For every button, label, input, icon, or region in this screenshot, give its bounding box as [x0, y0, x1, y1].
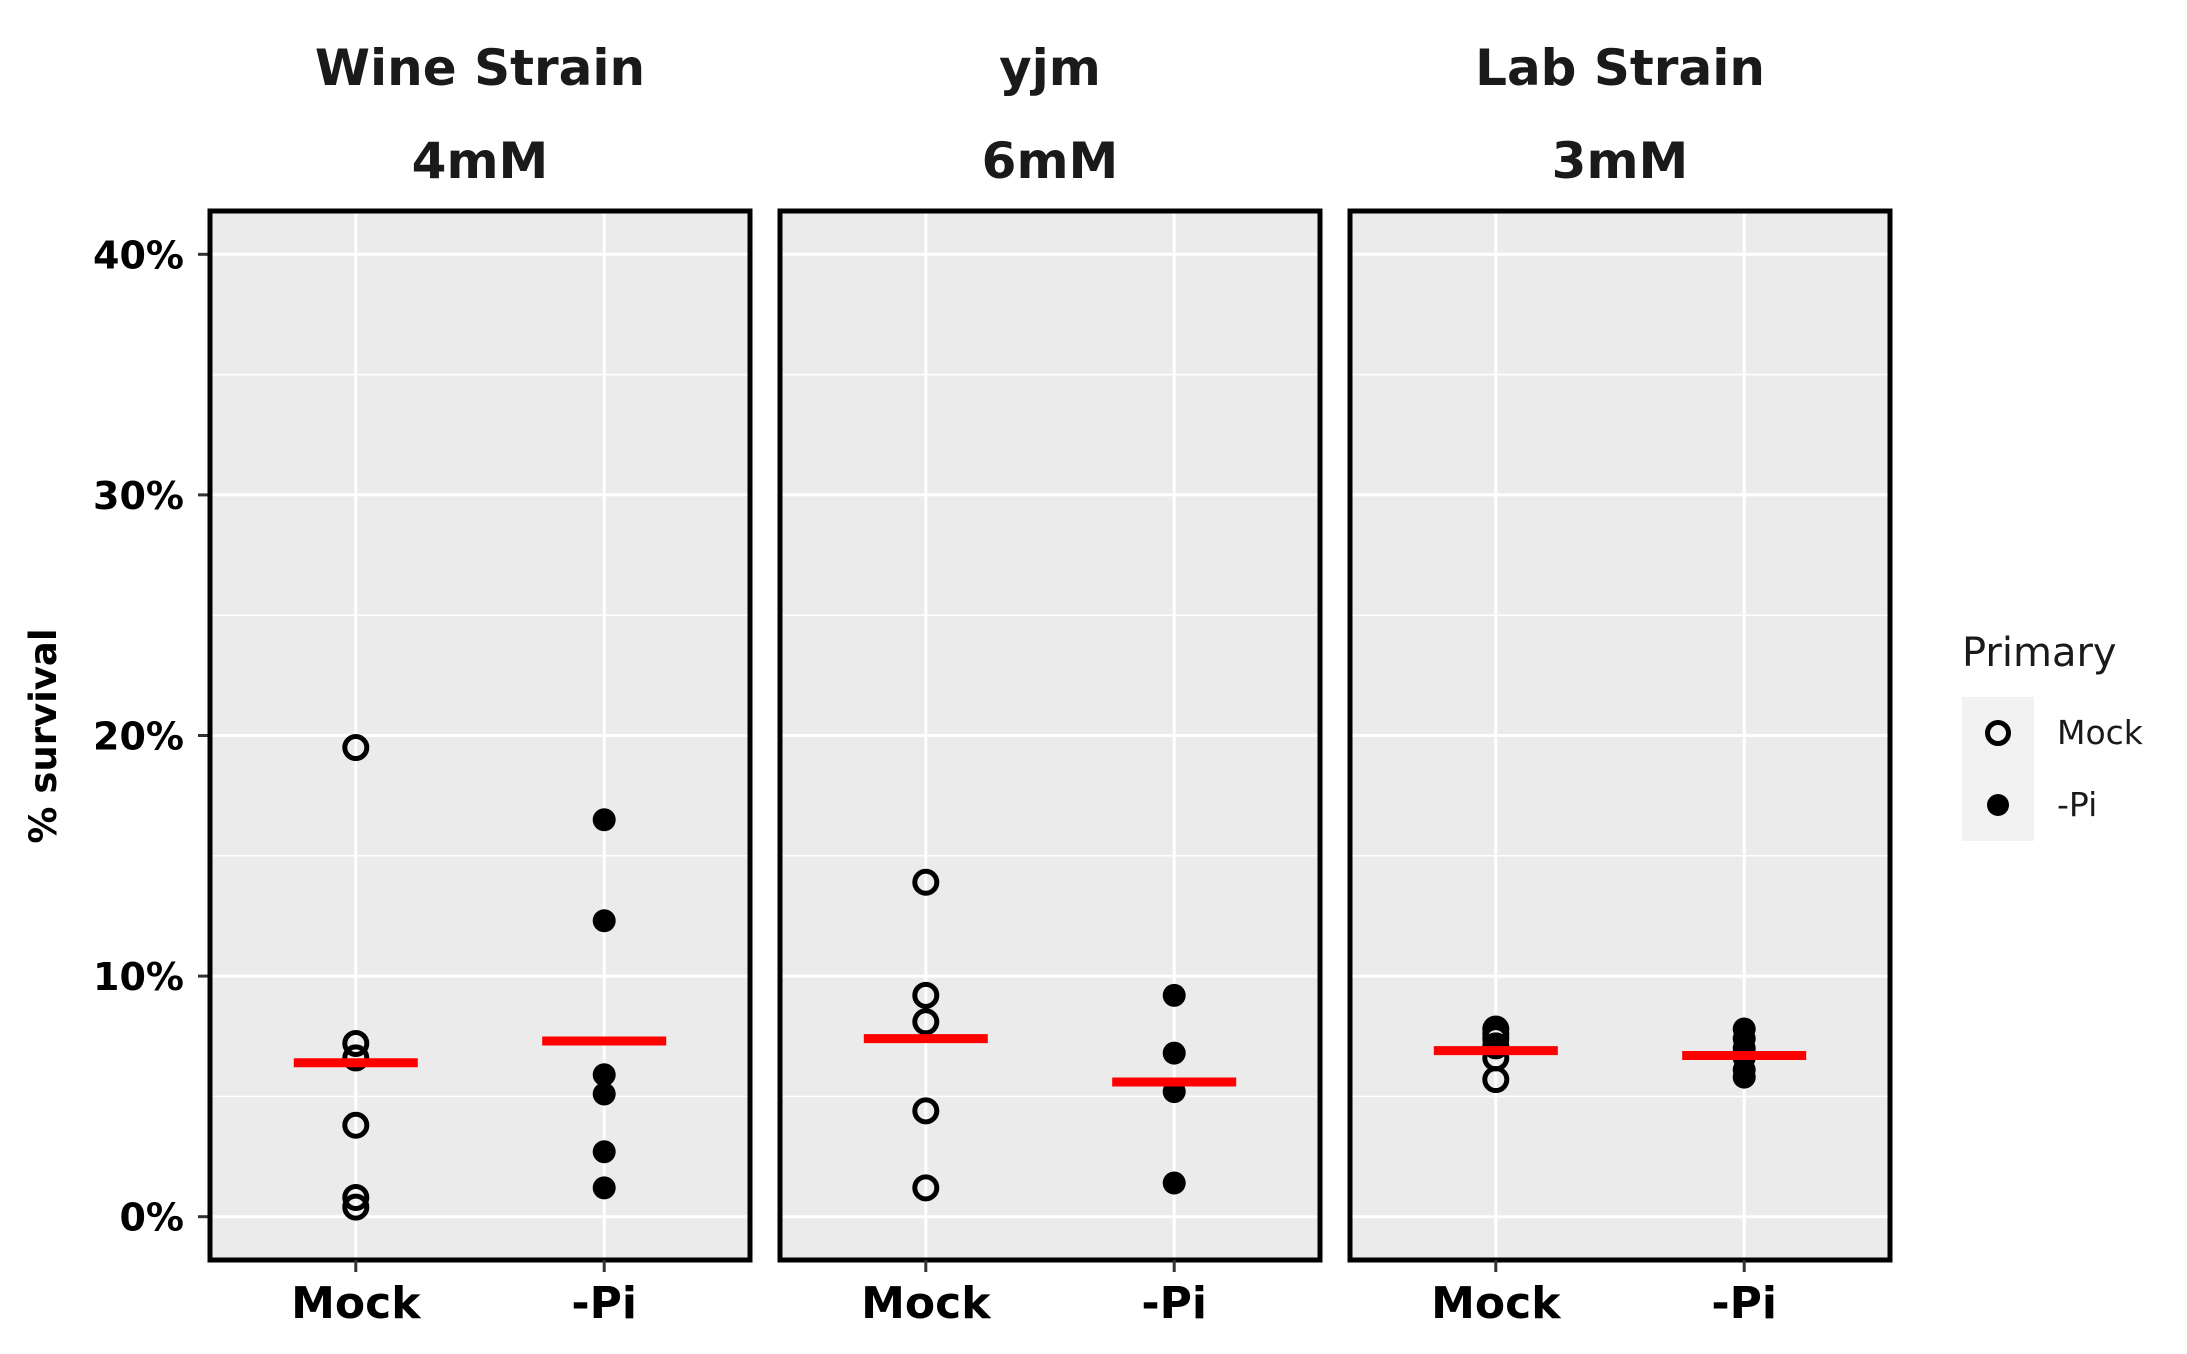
legend-mock-marker: [1985, 720, 2011, 746]
data-point-pi: [592, 1082, 616, 1106]
panel-strip-title: Wine Strain: [315, 39, 645, 97]
y-tick-label: 40%: [93, 233, 184, 277]
data-point-mock: [342, 1193, 370, 1221]
panel-strip-concentration: 6mM: [982, 132, 1119, 190]
data-point-mock: [342, 1029, 370, 1057]
panel-border: [777, 208, 1323, 1263]
y-tick-label: 20%: [93, 715, 184, 759]
data-point-mock: [1482, 1032, 1510, 1060]
x-tick-label: Mock: [291, 1278, 422, 1329]
x-tick-label: Mock: [861, 1278, 992, 1329]
data-point-pi: [1732, 1065, 1756, 1089]
panel-strip-title: Lab Strain: [1475, 39, 1765, 97]
data-point-pi: [1162, 1171, 1186, 1195]
x-tick-label: Mock: [1431, 1278, 1562, 1329]
legend-entry-label: -Pi: [2057, 785, 2097, 824]
data-point-mock: [912, 1097, 940, 1125]
panel-strip-concentration: 3mM: [1552, 132, 1689, 190]
data-point-mock: [342, 734, 370, 762]
panel-strip-concentration: 4mM: [412, 132, 549, 190]
data-point-pi: [1162, 983, 1186, 1007]
y-tick-label: 30%: [93, 474, 184, 518]
data-point-mock: [912, 1008, 940, 1036]
legend-pi-marker: [1987, 794, 2009, 816]
y-axis-label: % survival: [22, 628, 65, 843]
data-point-pi: [1162, 1041, 1186, 1065]
data-point-pi: [592, 808, 616, 832]
y-tick-label: 10%: [93, 955, 184, 999]
data-point-mock: [342, 1111, 370, 1139]
y-tick-label: 0%: [119, 1196, 184, 1240]
data-point-pi: [592, 909, 616, 933]
legend-title: Primary: [1962, 630, 2117, 676]
data-point-mock: [912, 981, 940, 1009]
data-point-mock: [342, 1183, 370, 1211]
data-point-mock: [912, 1174, 940, 1202]
data-point-pi: [592, 1140, 616, 1164]
x-tick-label: -Pi: [571, 1278, 637, 1329]
data-point-mock: [342, 1044, 370, 1072]
data-point-pi: [592, 1176, 616, 1200]
panel-strip-title: yjm: [999, 39, 1101, 97]
legend-entry-label: Mock: [2057, 713, 2144, 752]
x-tick-label: -Pi: [1141, 1278, 1207, 1329]
data-point-pi: [592, 1063, 616, 1087]
legend-key-background: [1962, 697, 2034, 769]
panel-border: [207, 208, 753, 1263]
data-point-mock: [912, 868, 940, 896]
data-point-mock: [1482, 1066, 1510, 1094]
panel-border: [1347, 208, 1893, 1263]
x-tick-label: -Pi: [1711, 1278, 1777, 1329]
